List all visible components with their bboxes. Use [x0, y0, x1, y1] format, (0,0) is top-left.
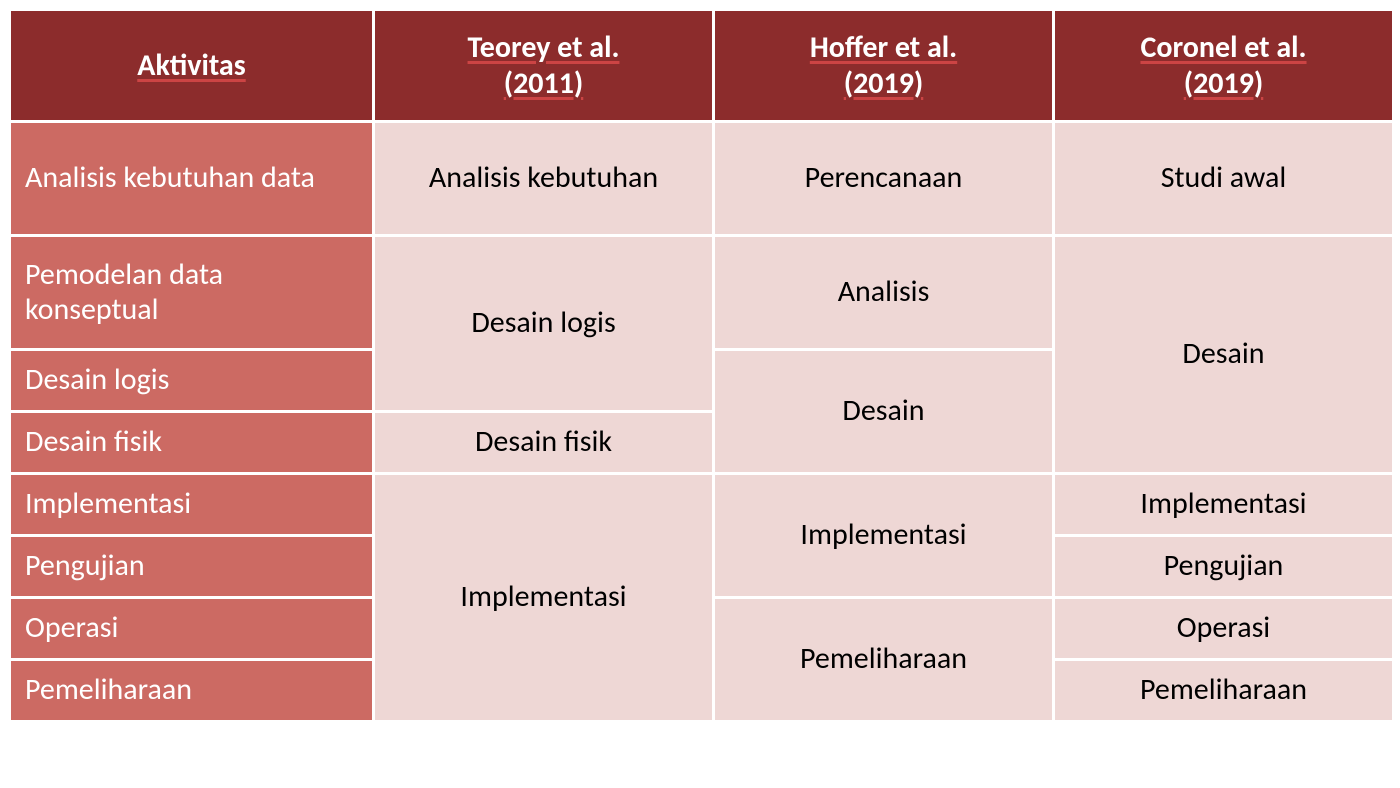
teorey-r5-8: Implementasi — [374, 474, 714, 722]
table-row: Pemodelan data konseptual Desain logis A… — [10, 236, 1394, 350]
teorey-r4: Desain fisik — [374, 412, 714, 474]
coronel-r7: Operasi — [1054, 598, 1394, 660]
table-row: Implementasi Implementasi Implementasi I… — [10, 474, 1394, 536]
teorey-r2-3: Desain logis — [374, 236, 714, 412]
header-aktivitas: Aktivitas — [10, 10, 374, 122]
header-col2-line1: Teorey et al. — [389, 30, 698, 66]
coronel-r5: Implementasi — [1054, 474, 1394, 536]
hoffer-r7-8: Pemeliharaan — [714, 598, 1054, 722]
header-col3-line1: Hoffer et al. — [729, 30, 1038, 66]
header-col2-line2: (2011) — [389, 66, 698, 102]
hoffer-r3-4: Desain — [714, 350, 1054, 474]
rowlabel-r7: Operasi — [10, 598, 374, 660]
coronel-r6: Pengujian — [1054, 536, 1394, 598]
header-col4-line2: (2019) — [1069, 66, 1378, 102]
comparison-table: Aktivitas Teorey et al. (2011) Hoffer et… — [8, 8, 1395, 723]
header-col4-line1: Coronel et al. — [1069, 30, 1378, 66]
coronel-r8: Pemeliharaan — [1054, 660, 1394, 722]
header-coronel: Coronel et al. (2019) — [1054, 10, 1394, 122]
coronel-r1: Studi awal — [1054, 122, 1394, 236]
teorey-r1: Analisis kebutuhan — [374, 122, 714, 236]
rowlabel-r5: Implementasi — [10, 474, 374, 536]
rowlabel-r2: Pemodelan data konseptual — [10, 236, 374, 350]
table-row: Analisis kebutuhan data Analisis kebutuh… — [10, 122, 1394, 236]
rowlabel-r3: Desain logis — [10, 350, 374, 412]
rowlabel-r6: Pengujian — [10, 536, 374, 598]
header-teorey: Teorey et al. (2011) — [374, 10, 714, 122]
header-col3-line2: (2019) — [729, 66, 1038, 102]
hoffer-r2: Analisis — [714, 236, 1054, 350]
coronel-r2-4: Desain — [1054, 236, 1394, 474]
hoffer-r5-6: Implementasi — [714, 474, 1054, 598]
rowlabel-r4: Desain fisik — [10, 412, 374, 474]
rowlabel-r8: Pemeliharaan — [10, 660, 374, 722]
hoffer-r1: Perencanaan — [714, 122, 1054, 236]
table-header-row: Aktivitas Teorey et al. (2011) Hoffer et… — [10, 10, 1394, 122]
header-col1-text: Aktivitas — [137, 47, 245, 84]
rowlabel-r1: Analisis kebutuhan data — [10, 122, 374, 236]
header-hoffer: Hoffer et al. (2019) — [714, 10, 1054, 122]
